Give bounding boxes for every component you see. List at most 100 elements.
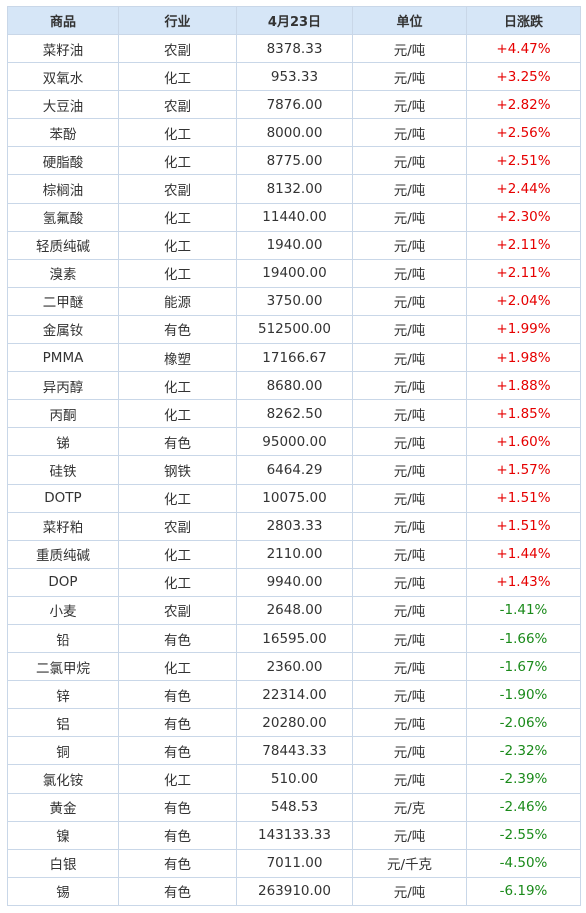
table-row: 大豆油 农副 7876.00 元/吨 +2.82% [7, 90, 581, 120]
commodity-cell: 白银 [7, 848, 119, 878]
industry-cell: 化工 [118, 62, 237, 92]
unit-cell: 元/吨 [352, 286, 467, 316]
industry-cell: 化工 [118, 118, 237, 148]
price-cell: 8775.00 [236, 146, 353, 176]
change-cell: +1.57% [466, 455, 581, 485]
commodity-cell: 大豆油 [7, 90, 119, 120]
unit-cell: 元/吨 [352, 567, 467, 597]
table-row: 锡有色 263910.00 元/吨 -6.19% [7, 876, 581, 906]
price-cell: 2360.00 [236, 652, 353, 682]
change-cell: +1.44% [466, 539, 581, 569]
table-body: 菜籽油 农副 8378.33 元/吨 +4.47% 双氧水 化工 953.33 元/吨 +3.25… [7, 33, 581, 906]
change-cell: +2.30% [466, 202, 581, 232]
industry-cell: 化工 [118, 202, 237, 232]
price-cell: 2110.00 [236, 539, 353, 569]
unit-cell: 元/吨 [352, 371, 467, 401]
unit-cell: 元/吨 [352, 680, 467, 710]
table-row: 铅有色 16595.00 元/吨 -1.66% [7, 623, 581, 654]
change-cell: +1.60% [466, 427, 581, 457]
commodity-cell: DOTP [7, 483, 119, 513]
price-cell: 3750.00 [236, 286, 353, 316]
table-row: 溴素 化工 19400.00 元/吨 +2.11% [7, 258, 581, 288]
change-cell: +2.82% [466, 90, 581, 120]
unit-cell: 元/吨 [352, 62, 467, 92]
commodity-cell: 铜 [7, 736, 119, 766]
commodity-cell: 金属钕 [7, 314, 119, 345]
industry-cell: 有色 [118, 680, 237, 710]
price-cell: 20280.00 [236, 708, 353, 738]
unit-cell: 元/吨 [352, 764, 467, 794]
industry-cell: 化工 [118, 230, 237, 260]
price-cell: 6464.29 [236, 455, 353, 485]
unit-cell: 元/吨 [352, 118, 467, 148]
change-cell: +1.88% [466, 371, 581, 401]
unit-cell: 元/吨 [352, 708, 467, 738]
table-row: 棕榈油 农副 8132.00 元/吨 +2.44% [7, 174, 581, 204]
table-row: PMMA 橡塑 17166.67 元/吨 +1.98% [7, 343, 581, 373]
table-row: 苯酚 化工 8000.00 元/吨 +2.56% [7, 118, 581, 148]
price-cell: 510.00 [236, 764, 353, 794]
commodity-cell: 菜籽粕 [7, 511, 119, 541]
header-unit: 单位 [352, 6, 467, 35]
commodity-cell: 铅 [7, 623, 119, 654]
unit-cell: 元/吨 [352, 90, 467, 120]
commodity-cell: 双氧水 [7, 62, 119, 92]
table-row: 氯化铵 化工 510.00 元/吨 -2.39% [7, 764, 581, 794]
price-cell: 8000.00 [236, 118, 353, 148]
table-row: 硅铁 钢铁 6464.29 元/吨 +1.57% [7, 455, 581, 485]
table-row: 铝有色 20280.00 元/吨 -2.06% [7, 708, 581, 738]
unit-cell: 元/吨 [352, 427, 467, 457]
price-cell: 9940.00 [236, 567, 353, 597]
unit-cell: 元/吨 [352, 736, 467, 766]
price-cell: 7876.00 [236, 90, 353, 120]
industry-cell: 化工 [118, 146, 237, 176]
change-cell: +2.04% [466, 286, 581, 316]
unit-cell: 元/吨 [352, 230, 467, 260]
unit-cell: 元/克 [352, 792, 467, 822]
change-cell: +2.11% [466, 258, 581, 288]
commodity-cell: 溴素 [7, 258, 119, 288]
industry-cell: 化工 [118, 652, 237, 682]
unit-cell: 元/吨 [352, 314, 467, 345]
unit-cell: 元/吨 [352, 539, 467, 569]
price-cell: 2648.00 [236, 595, 353, 625]
industry-cell: 农副 [118, 511, 237, 541]
change-cell: -4.50% [466, 848, 581, 878]
header-daily-change: 日涨跌 [466, 6, 581, 35]
unit-cell: 元/吨 [352, 343, 467, 373]
header-industry: 行业 [118, 6, 237, 35]
commodity-cell: 氯化铵 [7, 764, 119, 794]
unit-cell: 元/吨 [352, 455, 467, 485]
change-cell: +2.44% [466, 174, 581, 204]
header-row: 商品 行业 4月23日 单位 日涨跌 [7, 6, 581, 35]
price-cell: 78443.33 [236, 736, 353, 766]
industry-cell: 化工 [118, 567, 237, 597]
table-row: 铜有色 78443.33 元/吨 -2.32% [7, 736, 581, 766]
price-change-table-container: 商品 行业 4月23日 单位 日涨跌 菜籽油 农副 8378.33 元/吨 +4.47%… [7, 6, 581, 906]
change-cell: -1.41% [466, 595, 581, 625]
table-row: 黄金 有色 548.53 元/克 -2.46% [7, 792, 581, 822]
unit-cell: 元/吨 [352, 146, 467, 176]
unit-cell: 元/吨 [352, 399, 467, 429]
change-cell: -6.19% [466, 876, 581, 906]
table-row: 二甲醚 能源 3750.00 元/吨 +2.04% [7, 286, 581, 316]
price-cell: 8680.00 [236, 371, 353, 401]
commodity-cell: 锌 [7, 680, 119, 710]
unit-cell: 元/吨 [352, 258, 467, 288]
price-cell: 263910.00 [236, 876, 353, 906]
commodity-cell: 二甲醚 [7, 286, 119, 316]
table-row: 二氯甲烷 化工 2360.00 元/吨 -1.67% [7, 652, 581, 682]
industry-cell: 化工 [118, 371, 237, 401]
change-cell: +2.11% [466, 230, 581, 260]
table-row: DOTP 化工 10075.00 元/吨 +1.51% [7, 483, 581, 513]
unit-cell: 元/吨 [352, 876, 467, 906]
unit-cell: 元/吨 [352, 595, 467, 625]
price-cell: 8378.33 [236, 33, 353, 64]
commodity-cell: DOP [7, 567, 119, 597]
change-cell: +2.56% [466, 118, 581, 148]
commodity-cell: 菜籽油 [7, 33, 119, 64]
commodity-cell: 锡 [7, 876, 119, 906]
change-cell: +1.51% [466, 511, 581, 541]
change-cell: +1.43% [466, 567, 581, 597]
industry-cell: 有色 [118, 623, 237, 654]
